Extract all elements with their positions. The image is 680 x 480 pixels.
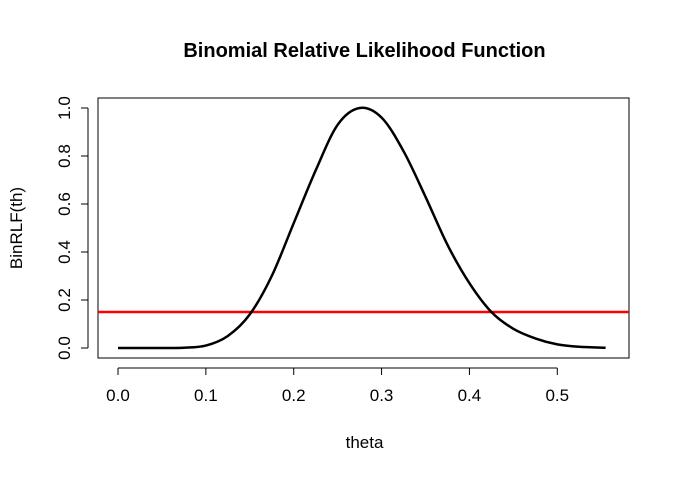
y-axis: 0.0 0.2 0.4 0.6 0.8 1.0 [55,96,89,360]
y-axis-label: BinRLF(th) [7,187,26,269]
likelihood-curve [118,106,606,350]
x-tick-label: 0.3 [370,386,394,405]
x-tick-label: 0.1 [194,386,218,405]
y-tick-label: 0.0 [55,336,74,360]
x-axis-label: theta [346,433,384,452]
plot-frame [97,97,630,359]
x-tick-label: 0.5 [545,386,569,405]
y-tick-label: 0.8 [55,144,74,168]
x-axis: 0.0 0.1 0.2 0.3 0.4 0.5 [106,367,569,405]
x-tick-label: 0.0 [106,386,130,405]
x-tick-label: 0.2 [282,386,306,405]
y-tick-label: 0.2 [55,288,74,312]
y-tick-label: 0.4 [55,240,74,264]
y-tick-label: 1.0 [55,96,74,120]
chart-title: Binomial Relative Likelihood Function [183,40,545,62]
x-tick-label: 0.4 [458,386,482,405]
y-tick-label: 0.6 [55,192,74,216]
